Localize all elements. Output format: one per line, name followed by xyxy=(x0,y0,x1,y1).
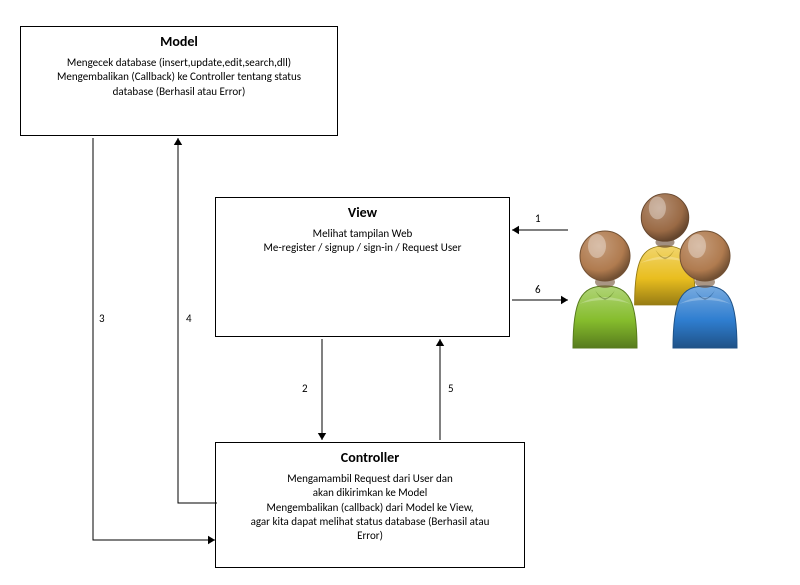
node-model: Model Mengecek database (insert,update,e… xyxy=(20,26,338,136)
node-controller: Controller Mengamambil Request dari User… xyxy=(215,442,525,568)
node-view-title: View xyxy=(226,204,499,221)
edge-label-e2: 2 xyxy=(302,382,308,395)
node-model-title: Model xyxy=(31,33,327,50)
users-icon xyxy=(565,180,760,350)
node-view-body: Melihat tampilan Web Me-register / signu… xyxy=(226,227,499,256)
person-icon xyxy=(565,220,645,350)
edge-label-e1: 1 xyxy=(535,212,541,225)
edge-label-e6: 6 xyxy=(535,283,541,296)
node-controller-body: Mengamambil Request dari User dan akan d… xyxy=(226,472,514,543)
person-icon xyxy=(665,220,745,350)
node-controller-title: Controller xyxy=(226,449,514,466)
node-model-body: Mengecek database (insert,update,edit,se… xyxy=(31,56,327,99)
edge-label-e4: 4 xyxy=(186,312,192,325)
edge-label-e5: 5 xyxy=(448,382,454,395)
mvc-diagram: Model Mengecek database (insert,update,e… xyxy=(0,0,800,585)
edge-label-e3: 3 xyxy=(99,312,105,325)
node-view: View Melihat tampilan Web Me-register / … xyxy=(215,197,510,337)
